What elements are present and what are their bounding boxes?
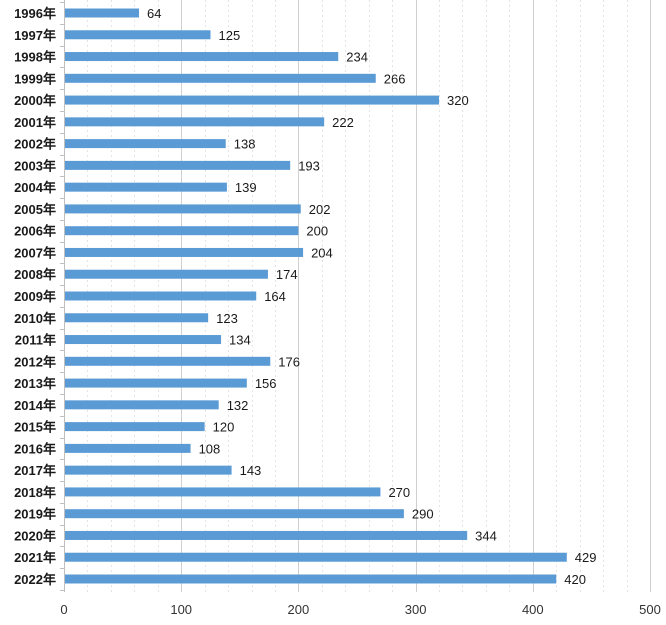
value-label: 132 [227, 398, 249, 413]
value-label: 174 [276, 267, 298, 282]
category-label: 2006年 [14, 224, 56, 239]
value-label: 176 [278, 354, 300, 369]
bar-2010年 [64, 313, 209, 323]
category-label: 2008年 [14, 267, 56, 282]
category-label: 2012年 [14, 354, 56, 369]
value-label: 320 [447, 93, 469, 108]
value-label: 134 [229, 333, 251, 348]
value-label: 164 [264, 289, 286, 304]
bar-2016年 [64, 443, 191, 453]
value-label: 222 [332, 115, 354, 130]
category-label: 2011年 [15, 333, 56, 348]
bar-1997年 [64, 30, 211, 40]
category-label: 2004年 [14, 180, 56, 195]
labels: 1996年 1997年 1998年 1999年 2000年 2001年 2002年 2003年… [14, 6, 661, 617]
x-tick-label: 300 [405, 602, 427, 617]
bar-2019年 [64, 509, 404, 519]
bar-2004年 [64, 182, 227, 192]
value-label: 143 [240, 463, 262, 478]
bar-2007年 [64, 247, 304, 257]
category-label: 2000年 [14, 93, 56, 108]
x-tick-label: 100 [170, 602, 192, 617]
category-label: 2018年 [14, 485, 56, 500]
x-tick-label: 400 [522, 602, 544, 617]
bar-2009年 [64, 291, 257, 301]
x-tick-label: 500 [639, 602, 661, 617]
bar-2013年 [64, 378, 247, 388]
bar-2017年 [64, 465, 232, 475]
bar-2000年 [64, 95, 440, 105]
value-label: 204 [311, 245, 333, 260]
bar-2001年 [64, 117, 325, 127]
category-label: 2017年 [14, 463, 56, 478]
category-label: 2003年 [14, 158, 56, 173]
bar-2014年 [64, 400, 219, 410]
value-label: 266 [384, 71, 406, 86]
category-label: 2021年 [14, 550, 56, 565]
category-label: 1997年 [14, 28, 56, 43]
bar-2022年 [64, 574, 557, 584]
category-label: 2016年 [14, 441, 56, 456]
bar-2015年 [64, 422, 205, 432]
value-label: 139 [235, 180, 257, 195]
category-label: 2022年 [14, 572, 56, 587]
value-label: 123 [216, 311, 238, 326]
value-label: 344 [475, 528, 497, 543]
category-label: 1998年 [14, 50, 56, 65]
bar-2018年 [64, 487, 381, 497]
bar-2011年 [64, 335, 222, 345]
bar-2006年 [64, 226, 299, 236]
value-label: 202 [309, 202, 331, 217]
bar-2021年 [64, 552, 567, 562]
value-label: 193 [298, 158, 320, 173]
value-label: 429 [575, 550, 597, 565]
bar-1998年 [64, 52, 339, 62]
bar-1996年 [64, 8, 140, 18]
category-label: 2007年 [14, 245, 56, 260]
value-label: 138 [234, 137, 256, 152]
value-label: 420 [564, 572, 586, 587]
category-label: 2013年 [14, 376, 56, 391]
category-label: 1996年 [14, 6, 56, 21]
value-label: 64 [147, 6, 161, 21]
category-label: 2020年 [14, 528, 56, 543]
category-label: 2009年 [14, 289, 56, 304]
value-label: 125 [219, 28, 241, 43]
bar-2002年 [64, 139, 226, 149]
value-label: 156 [255, 376, 277, 391]
value-label: 200 [306, 224, 328, 239]
value-label: 120 [213, 420, 235, 435]
bar-2012年 [64, 356, 271, 366]
bar-2003年 [64, 160, 291, 170]
category-label: 2015年 [14, 420, 56, 435]
value-label: 108 [199, 441, 221, 456]
category-label: 1999年 [14, 71, 56, 86]
value-label: 290 [412, 507, 434, 522]
category-label: 2005年 [14, 202, 56, 217]
axes [60, 0, 65, 592]
bars [64, 8, 567, 584]
bar-2020年 [64, 530, 468, 540]
x-tick-label: 0 [60, 602, 67, 617]
category-label: 2014年 [14, 398, 56, 413]
bar-2005年 [64, 204, 301, 214]
category-label: 2010年 [14, 311, 56, 326]
category-label: 2002年 [14, 137, 56, 152]
bar-1999年 [64, 73, 376, 83]
x-tick-label: 200 [288, 602, 310, 617]
value-label: 234 [346, 50, 368, 65]
value-label: 270 [388, 485, 410, 500]
category-label: 2019年 [14, 507, 56, 522]
bar-2008年 [64, 269, 268, 279]
category-label: 2001年 [14, 115, 56, 130]
